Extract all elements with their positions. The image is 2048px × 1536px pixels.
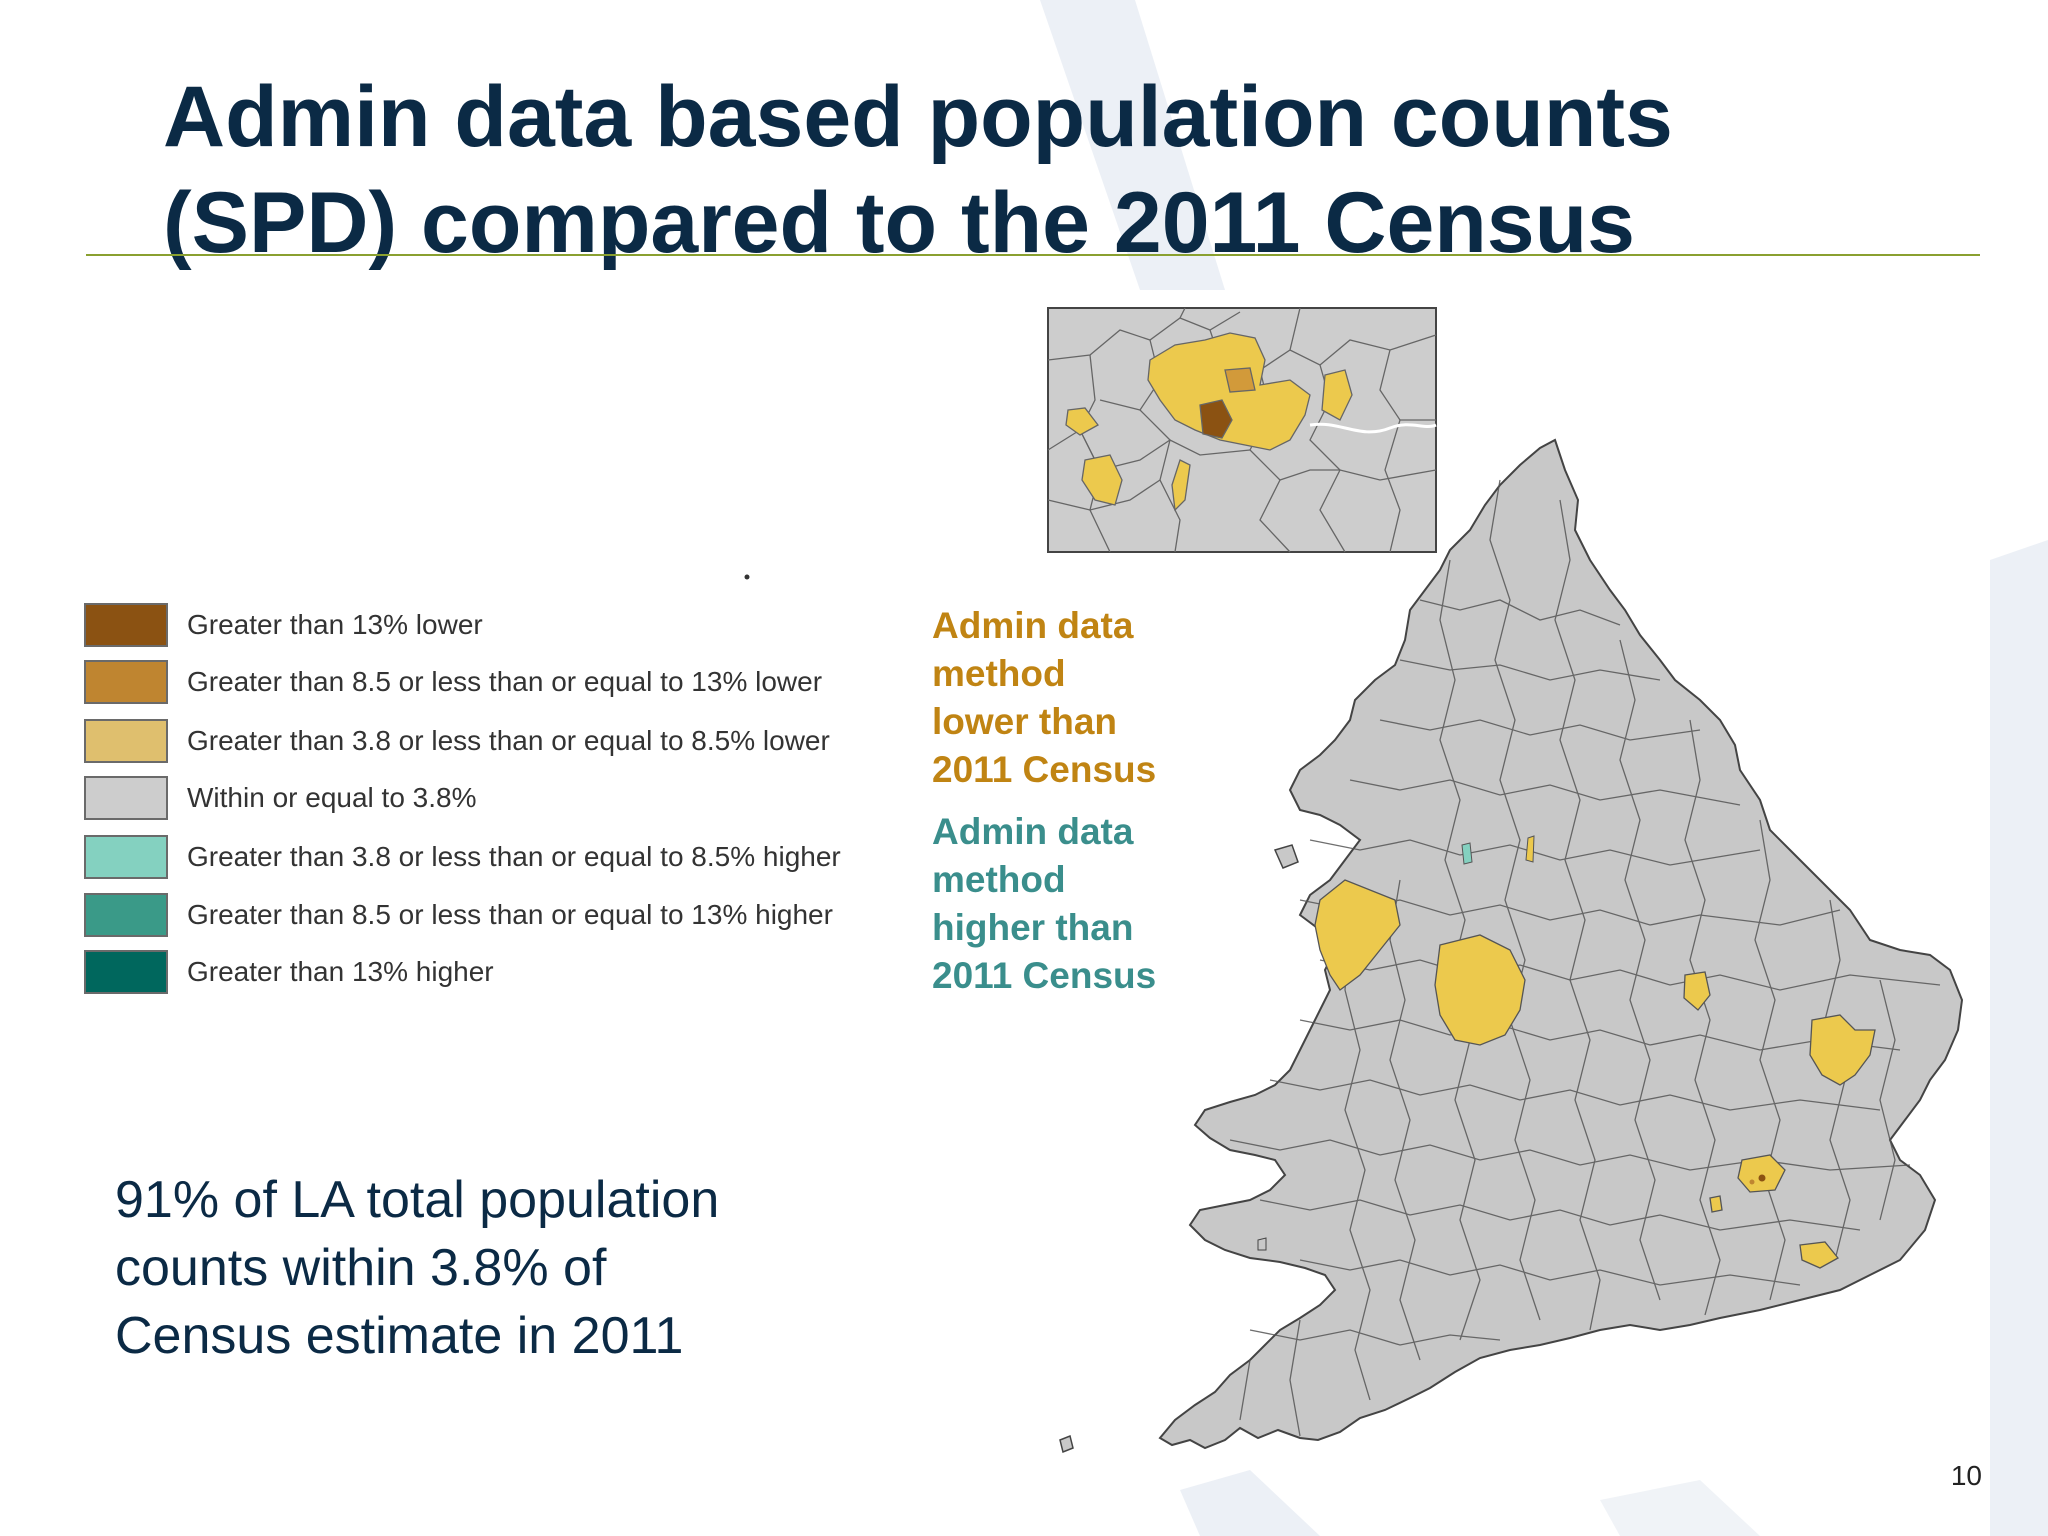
annotation-line: higher than (932, 907, 1134, 948)
annotation-line: method (932, 653, 1066, 694)
legend-swatch (84, 603, 168, 647)
legend-swatch (84, 950, 168, 994)
annotation-line: 2011 Census (932, 955, 1157, 996)
annotation-lower: Admin data method lower than 2011 Census (932, 602, 1192, 794)
legend-item: Greater than 13% lower (84, 602, 924, 648)
legend-label: Greater than 8.5 or less than or equal t… (187, 666, 823, 697)
statement-line: 91% of LA total population (115, 1171, 720, 1229)
statement-line: counts within 3.8% of (115, 1239, 607, 1297)
legend-swatch (84, 835, 168, 879)
legend-label: Greater than 13% higher (187, 956, 494, 987)
legend-label: Greater than 3.8 or less than or equal t… (187, 841, 841, 872)
legend-swatch (84, 660, 168, 704)
legend-swatch (84, 893, 168, 937)
annotation-higher: Admin data method higher than 2011 Censu… (932, 808, 1192, 1000)
legend-item: Greater than 3.8 or less than or equal t… (84, 834, 924, 880)
annotation-line: method (932, 859, 1066, 900)
legend-item: Greater than 3.8 or less than or equal t… (84, 718, 924, 764)
england-wales-map (744, 438, 1964, 1454)
legend-label: Greater than 3.8 or less than or equal t… (187, 725, 830, 756)
summary-statement: 91% of LA total population counts within… (115, 1166, 835, 1370)
legend-swatch (84, 776, 168, 820)
legend-label: Within or equal to 3.8% (187, 782, 477, 813)
annotation-line: Admin data (932, 605, 1134, 646)
page-number: 10 (1950, 1460, 1982, 1491)
legend-item: Greater than 8.5 or less than or equal t… (84, 659, 924, 705)
legend-item: Within or equal to 3.8% (84, 775, 924, 821)
london-inset-map (1047, 307, 1437, 553)
legend-label: Greater than 13% lower (187, 609, 483, 640)
legend-swatch (84, 719, 168, 763)
legend-item: Greater than 13% higher (84, 949, 924, 995)
annotation-line: 2011 Census (932, 749, 1157, 790)
statement-line: Census estimate in 2011 (115, 1307, 684, 1365)
annotation-line: Admin data (932, 811, 1134, 852)
title-divider (86, 254, 1980, 256)
legend-item: Greater than 8.5 or less than or equal t… (84, 892, 924, 938)
annotation-line: lower than (932, 701, 1118, 742)
legend-label: Greater than 8.5 or less than or equal t… (187, 899, 833, 930)
